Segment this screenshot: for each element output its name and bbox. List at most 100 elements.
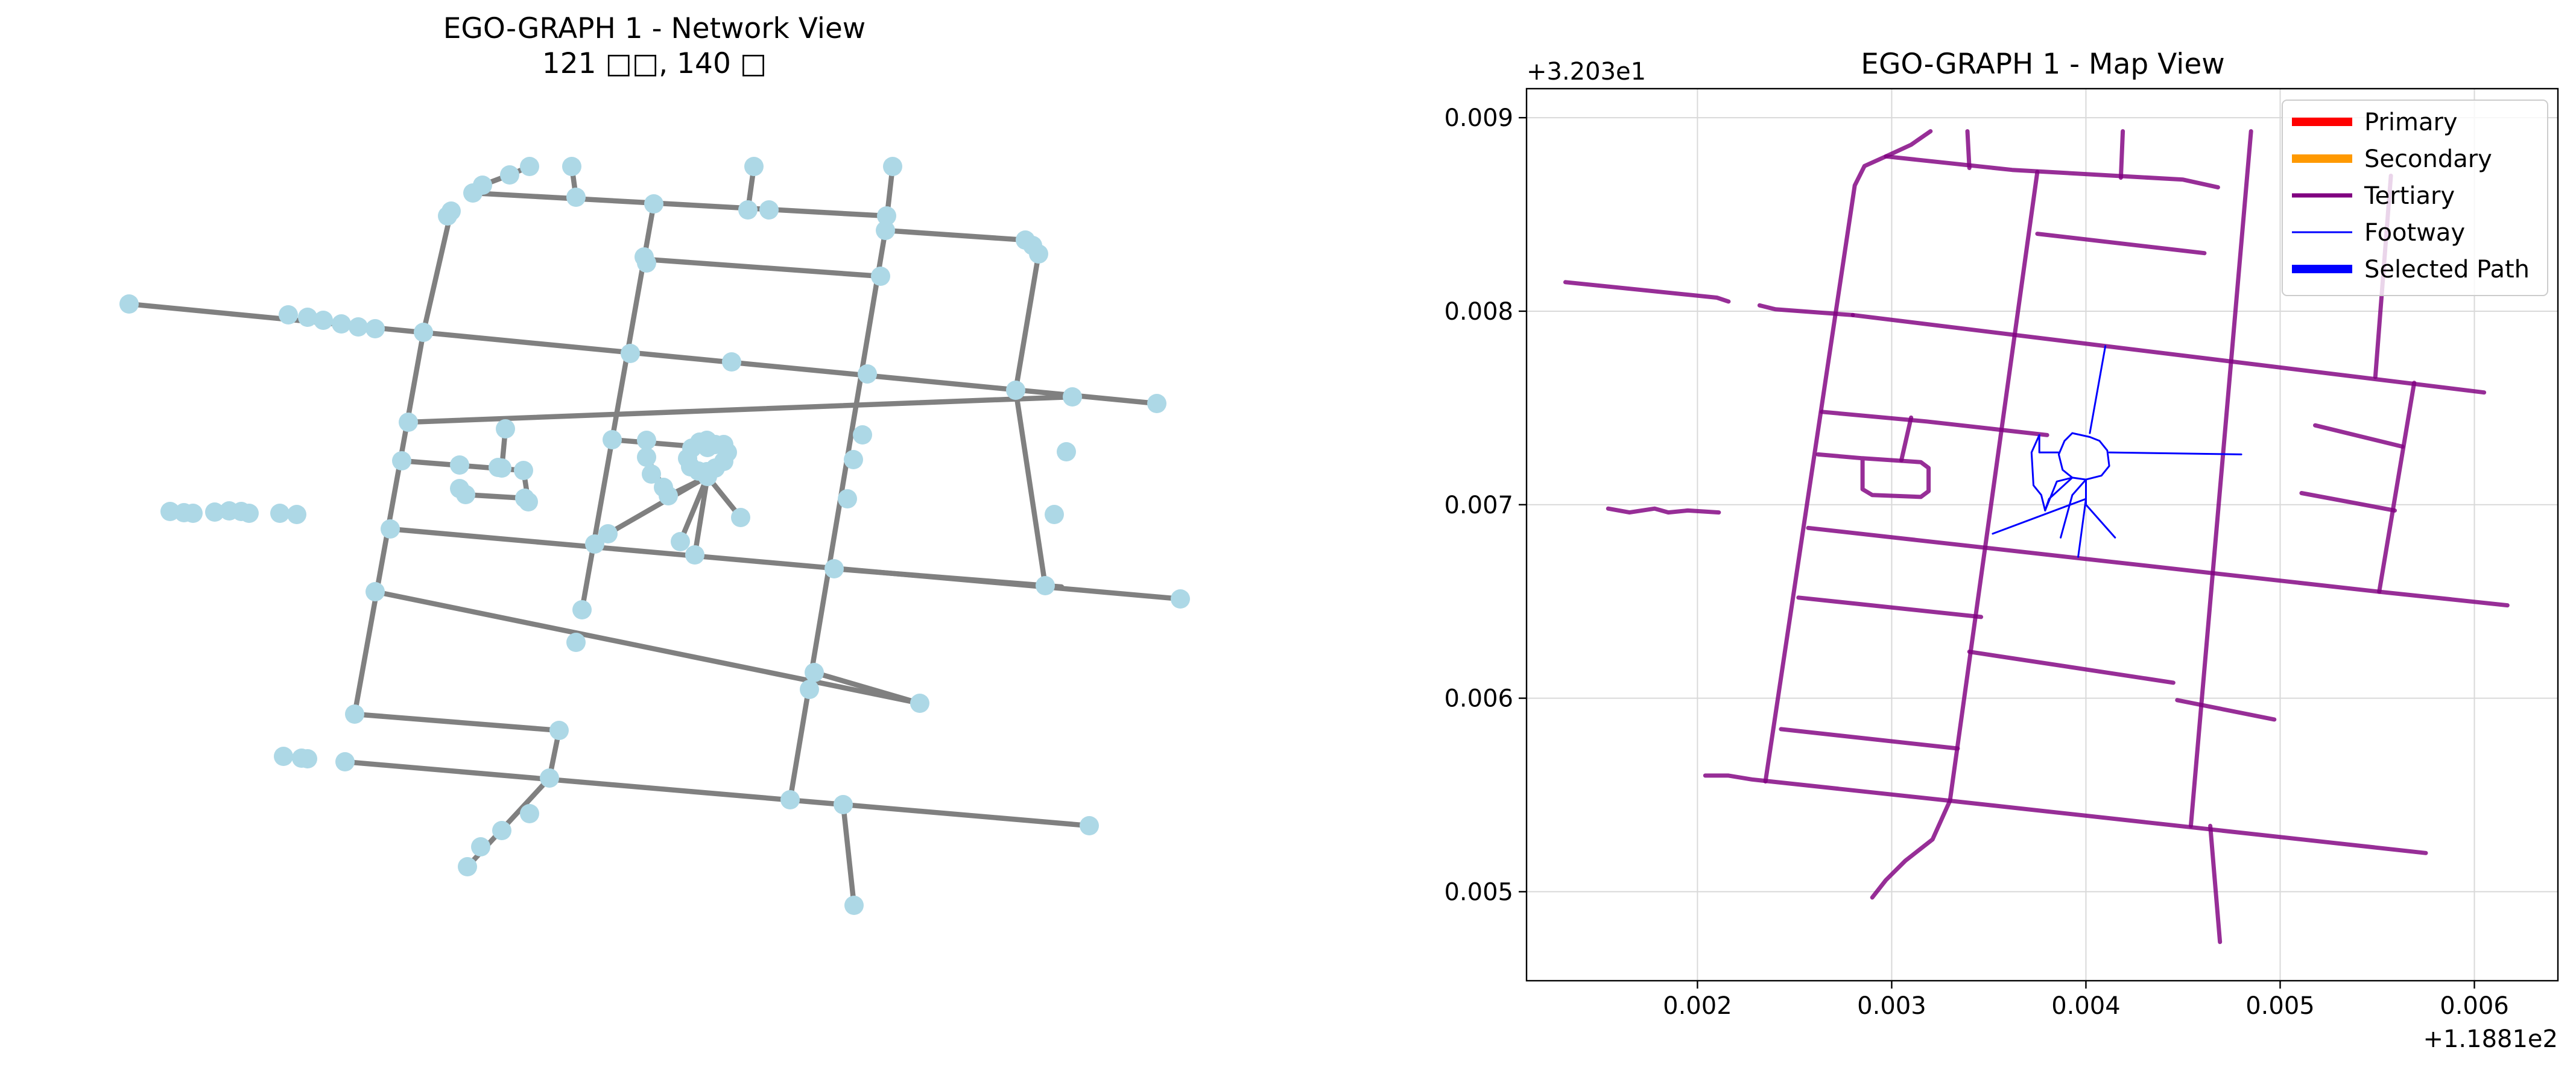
tertiary-road (2299, 491, 2397, 513)
footway-path (2038, 434, 2060, 454)
tertiary-road (2118, 129, 2125, 180)
footway-path (2060, 478, 2087, 539)
footway-path (2108, 451, 2242, 455)
network-node (414, 323, 433, 342)
network-node (366, 319, 385, 338)
network-node (685, 545, 704, 565)
footway-path (2077, 498, 2087, 558)
tertiary-road (1850, 312, 2487, 395)
network-node (1057, 442, 1076, 461)
network-node (500, 165, 519, 185)
network-node (585, 534, 604, 554)
network-edge (372, 589, 923, 706)
tertiary-road (1899, 415, 1914, 463)
network-node (877, 206, 896, 226)
legend-label-tertiary: Tertiary (2364, 182, 2455, 210)
network-node (572, 600, 592, 619)
tertiary-road (1779, 727, 1960, 751)
y-tick-label: 0.009 (1444, 104, 1513, 132)
tertiary-road (1703, 773, 2428, 855)
tertiary-road (1796, 595, 1984, 619)
network-edge (420, 208, 454, 335)
network-panel: EGO-GRAPH 1 - Network View 121 □□, 140 □ (119, 12, 1190, 915)
network-node (540, 768, 559, 788)
network-title: EGO-GRAPH 1 - Network View (443, 12, 866, 45)
network-edge (644, 256, 884, 279)
network-node (642, 464, 661, 484)
network-node (1147, 394, 1166, 413)
tertiary-road (1763, 129, 1933, 784)
map-panel: EGO-GRAPH 1 - Map View +3.203e1 +1.1881e… (1444, 48, 2559, 1053)
network-node (1080, 816, 1099, 835)
y-tick-label: 0.008 (1444, 298, 1513, 326)
network-node (603, 430, 622, 449)
network-edge (352, 711, 562, 733)
network-edge (787, 227, 888, 803)
network-node (274, 747, 293, 766)
network-edge (342, 759, 1092, 829)
network-edge (470, 190, 890, 219)
network-node (205, 502, 224, 522)
network-node (876, 221, 895, 240)
network-node (738, 200, 758, 220)
network-node (366, 582, 385, 601)
network-node (492, 821, 511, 840)
network-node (519, 492, 538, 511)
network-node (844, 450, 863, 469)
map-y-offset-label: +3.203e1 (1527, 58, 1646, 86)
network-node (349, 317, 368, 337)
network-node (637, 448, 656, 467)
legend-label-footway: Footway (2364, 219, 2465, 247)
network-edge (811, 669, 923, 706)
network-node (314, 311, 333, 330)
tertiary-road (1563, 280, 1731, 304)
network-node (381, 519, 400, 539)
network-node (492, 458, 511, 478)
network-node (637, 253, 656, 273)
network-node (119, 294, 139, 314)
network-node (458, 857, 477, 876)
network-node (858, 364, 877, 384)
network-node (514, 461, 533, 480)
legend-frame (2282, 100, 2548, 296)
network-node (450, 455, 469, 475)
network-edge (677, 473, 710, 545)
x-tick-label: 0.002 (1663, 992, 1732, 1020)
network-node (844, 896, 864, 915)
network-node (298, 308, 317, 327)
x-tick-label: 0.005 (2245, 992, 2315, 1020)
network-node (800, 680, 819, 699)
tertiary-road (2035, 232, 2207, 256)
y-tick-label: 0.006 (1444, 685, 1513, 713)
network-node (621, 344, 640, 363)
network-node (838, 489, 857, 508)
network-node (697, 431, 717, 450)
network-node (1045, 505, 1064, 524)
network-node (562, 157, 581, 176)
footway-path (2057, 432, 2110, 481)
tertiary-road (1870, 169, 2040, 900)
network-node (279, 305, 298, 324)
network-node (671, 532, 690, 551)
tertiary-road (2313, 423, 2405, 449)
network-edge (1013, 251, 1042, 393)
network-node (759, 200, 779, 220)
network-node (780, 790, 800, 809)
y-tick-label: 0.007 (1444, 492, 1513, 519)
network-node (722, 352, 741, 372)
network-node (438, 206, 457, 226)
network-node (1171, 589, 1190, 609)
network-node (566, 633, 586, 652)
network-edge (840, 802, 857, 908)
map-axes-frame (1525, 87, 2559, 982)
network-node (520, 157, 539, 176)
network-node (270, 504, 290, 523)
network-nodes (119, 157, 1190, 915)
tertiary-road (1815, 452, 1931, 499)
network-edge (605, 473, 710, 537)
network-node (566, 188, 586, 207)
network-node (598, 524, 618, 543)
tertiary-road (1606, 506, 1721, 515)
network-node (910, 694, 929, 713)
